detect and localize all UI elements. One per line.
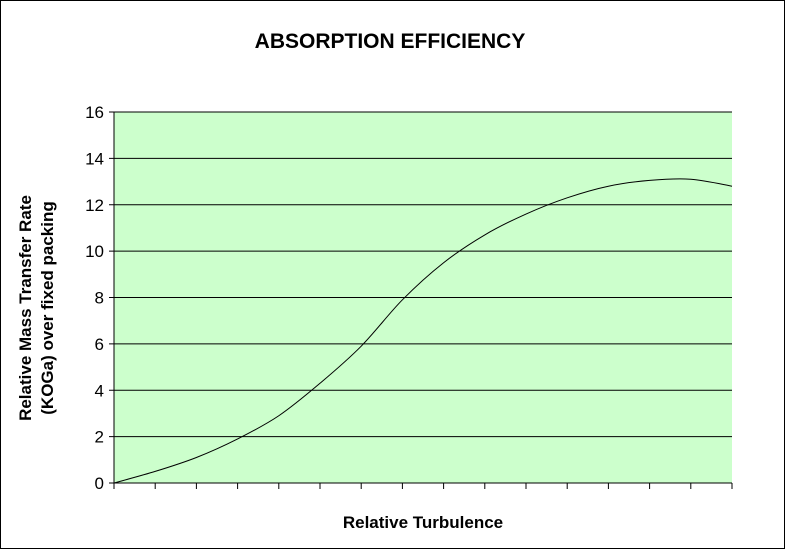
y-tick-label-2: 2: [95, 428, 104, 447]
gridlines: [114, 111, 732, 438]
series-line-0: [113, 178, 733, 484]
y-tick-label-10: 10: [85, 242, 104, 261]
x-axis-label: Relative Turbulence: [342, 513, 504, 532]
y-tick-label-8: 8: [95, 289, 104, 308]
y-tick-label-6: 6: [95, 335, 104, 354]
chart-title: ABSORPTION EFFICIENCY: [254, 30, 526, 53]
y-tick-labels: 0 2 4 6 8 10 12 14 16: [85, 103, 104, 493]
y-tick-label-0: 0: [95, 474, 104, 493]
axes: [109, 111, 733, 489]
series-group: [113, 178, 733, 484]
y-tick-label-12: 12: [85, 196, 104, 215]
y-tick-label-14: 14: [85, 149, 104, 168]
y-tick-label-4: 4: [95, 381, 104, 400]
y-tick-label-16: 16: [85, 103, 104, 122]
